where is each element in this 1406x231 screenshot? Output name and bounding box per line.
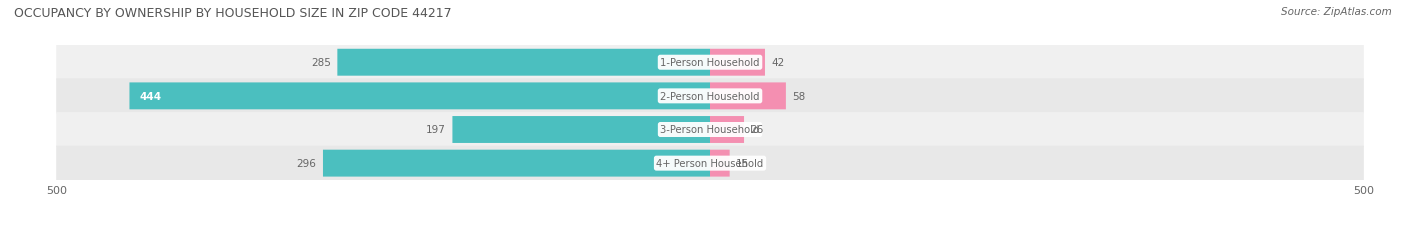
FancyBboxPatch shape <box>56 112 1364 147</box>
Text: 197: 197 <box>426 125 446 135</box>
FancyBboxPatch shape <box>710 49 765 76</box>
FancyBboxPatch shape <box>56 46 1364 80</box>
FancyBboxPatch shape <box>710 116 744 143</box>
FancyBboxPatch shape <box>129 83 710 110</box>
Text: 58: 58 <box>793 91 806 101</box>
FancyBboxPatch shape <box>453 116 710 143</box>
Text: 444: 444 <box>141 91 162 101</box>
FancyBboxPatch shape <box>56 146 1364 181</box>
FancyBboxPatch shape <box>710 150 730 177</box>
Text: 1-Person Household: 1-Person Household <box>661 58 759 68</box>
Text: 15: 15 <box>737 158 749 168</box>
FancyBboxPatch shape <box>337 49 710 76</box>
FancyBboxPatch shape <box>56 79 1364 114</box>
Text: 2-Person Household: 2-Person Household <box>661 91 759 101</box>
Text: 4+ Person Household: 4+ Person Household <box>657 158 763 168</box>
Text: 285: 285 <box>311 58 330 68</box>
FancyBboxPatch shape <box>323 150 710 177</box>
Text: 296: 296 <box>297 158 316 168</box>
Text: OCCUPANCY BY OWNERSHIP BY HOUSEHOLD SIZE IN ZIP CODE 44217: OCCUPANCY BY OWNERSHIP BY HOUSEHOLD SIZE… <box>14 7 451 20</box>
Legend: Owner-occupied, Renter-occupied: Owner-occupied, Renter-occupied <box>591 229 830 231</box>
Text: 26: 26 <box>751 125 763 135</box>
Text: 3-Person Household: 3-Person Household <box>661 125 759 135</box>
Text: Source: ZipAtlas.com: Source: ZipAtlas.com <box>1281 7 1392 17</box>
FancyBboxPatch shape <box>710 83 786 110</box>
Text: 42: 42 <box>772 58 785 68</box>
